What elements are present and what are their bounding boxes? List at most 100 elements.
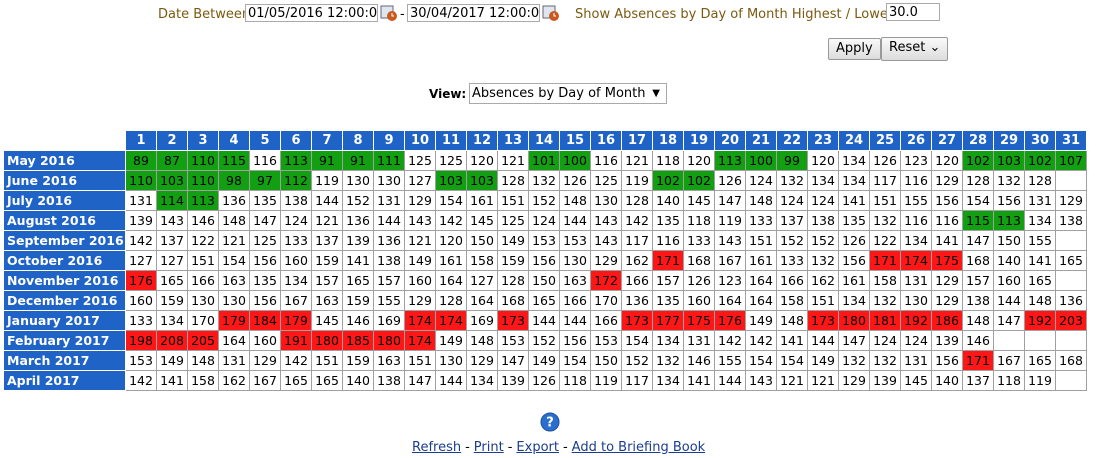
absence-cell: 153 xyxy=(590,330,622,351)
absence-cell: 129 xyxy=(1055,190,1087,211)
absence-cell: 116 xyxy=(249,150,281,171)
absence-cell: 126 xyxy=(714,170,746,191)
absence-cell: 102 xyxy=(962,150,994,171)
absence-cell: 147 xyxy=(497,350,529,371)
link-separator: - xyxy=(507,440,513,455)
absence-cell: 113 xyxy=(714,150,746,171)
absence-cell: 114 xyxy=(156,190,188,211)
absence-cell: 185 xyxy=(342,330,374,351)
absence-cell: 138 xyxy=(280,190,312,211)
absence-cell: 131 xyxy=(683,330,715,351)
absence-cell: 128 xyxy=(497,270,529,291)
help-icon[interactable]: ? xyxy=(540,412,560,432)
day-header: 25 xyxy=(869,130,901,151)
absence-cell: 166 xyxy=(621,270,653,291)
month-row: August 2016 139 143 146 148 147 124 121 136 144 14… xyxy=(3,210,1087,231)
absence-cell: 164 xyxy=(218,330,250,351)
absence-cell: 123 xyxy=(714,270,746,291)
absence-cell: 128 xyxy=(435,290,467,311)
absence-cell: 131 xyxy=(900,270,932,291)
absence-cell: 142 xyxy=(125,230,157,251)
absence-cell: 166 xyxy=(559,290,591,311)
absence-cell: 154 xyxy=(962,190,994,211)
absence-cell: 164 xyxy=(435,270,467,291)
absence-cell: 171 xyxy=(962,350,994,371)
day-header: 28 xyxy=(962,130,994,151)
absence-cell: 176 xyxy=(125,270,157,291)
absence-cell: 157 xyxy=(373,270,405,291)
absence-cell: 140 xyxy=(993,250,1025,271)
end-date-input[interactable]: 30/04/2017 12:00:00 xyxy=(407,4,540,22)
absence-cell: 139 xyxy=(125,210,157,231)
absence-cell: 124 xyxy=(869,330,901,351)
month-row: March 2017 153 149 148 131 129 142 151 159 163 151… xyxy=(3,350,1087,371)
month-row: January 2017 133 134 170 179 184 179 145 146 169 1… xyxy=(3,310,1087,331)
absence-cell: 134 xyxy=(156,310,188,331)
view-selected: Absences by Day of Month xyxy=(472,86,646,101)
absence-cell: 151 xyxy=(869,190,901,211)
absence-cell: 148 xyxy=(559,190,591,211)
footer-link[interactable]: Export xyxy=(516,440,559,455)
absence-cell: 198 xyxy=(125,330,157,351)
apply-button[interactable]: Apply xyxy=(828,38,881,60)
absence-cell: 165 xyxy=(1055,250,1087,271)
absence-cell: 208 xyxy=(156,330,188,351)
calendar-icon[interactable] xyxy=(380,4,398,22)
absence-cell: 141 xyxy=(342,250,374,271)
day-header: 10 xyxy=(404,130,436,151)
absence-cell: 164 xyxy=(745,290,777,311)
footer-link[interactable]: Add to Briefing Book xyxy=(571,440,706,455)
absence-cell: 133 xyxy=(745,210,777,231)
absence-cell: 147 xyxy=(962,230,994,251)
month-row: June 2016 110 103 110 98 97 112 119 130 130 127 103… xyxy=(3,170,1087,191)
absence-cell: 134 xyxy=(1024,210,1056,231)
absence-cell: 158 xyxy=(776,290,808,311)
absence-cell: 132 xyxy=(869,350,901,371)
view-select[interactable]: Absences by Day of Month ▼ xyxy=(469,83,667,104)
absence-cell: 124 xyxy=(807,190,839,211)
absence-cell: 135 xyxy=(652,210,684,231)
absence-cell: 175 xyxy=(931,250,963,271)
absence-cell: 138 xyxy=(1055,210,1087,231)
start-date-input[interactable]: 01/05/2016 12:00:00 xyxy=(245,4,378,22)
absence-cell: 142 xyxy=(280,350,312,371)
absence-cell: 148 xyxy=(962,310,994,331)
absence-cell: 167 xyxy=(280,290,312,311)
absence-cell: 113 xyxy=(280,150,312,171)
absence-cell: 111 xyxy=(373,150,405,171)
absence-cell: 179 xyxy=(280,310,312,331)
absence-cell: 103 xyxy=(993,150,1025,171)
absence-cell: 125 xyxy=(249,230,281,251)
absence-cell: 158 xyxy=(869,270,901,291)
threshold-input[interactable]: 30.0 xyxy=(886,3,940,21)
absence-cell: 147 xyxy=(249,210,281,231)
empty-cell xyxy=(1055,230,1087,251)
absence-cell: 163 xyxy=(311,290,343,311)
absence-cell: 102 xyxy=(1024,150,1056,171)
footer-link[interactable]: Print xyxy=(473,440,504,455)
absence-cell: 157 xyxy=(652,270,684,291)
empty-cell xyxy=(1055,370,1087,391)
absence-cell: 91 xyxy=(342,150,374,171)
absence-cell: 118 xyxy=(993,370,1025,391)
absence-cell: 134 xyxy=(652,370,684,391)
absence-cell: 154 xyxy=(776,350,808,371)
month-label: July 2016 xyxy=(3,190,126,211)
absence-cell: 107 xyxy=(1055,150,1087,171)
absence-cell: 140 xyxy=(652,190,684,211)
footer-link[interactable]: Refresh xyxy=(412,440,462,455)
absence-cell: 152 xyxy=(621,350,653,371)
absence-cell: 102 xyxy=(652,170,684,191)
absence-cell: 180 xyxy=(311,330,343,351)
absence-cell: 110 xyxy=(187,170,219,191)
absence-cell: 159 xyxy=(342,350,374,371)
month-row: July 2016 131 114 113 136 135 138 144 152 131 129 1… xyxy=(3,190,1087,211)
absence-cell: 141 xyxy=(156,370,188,391)
absence-cell: 164 xyxy=(714,290,746,311)
reset-button[interactable]: Reset ⌄ xyxy=(881,37,949,61)
calendar-icon[interactable] xyxy=(542,4,560,22)
absence-cell: 147 xyxy=(993,310,1025,331)
absence-cell: 157 xyxy=(962,270,994,291)
absence-cell: 171 xyxy=(652,250,684,271)
absence-cell: 180 xyxy=(373,330,405,351)
